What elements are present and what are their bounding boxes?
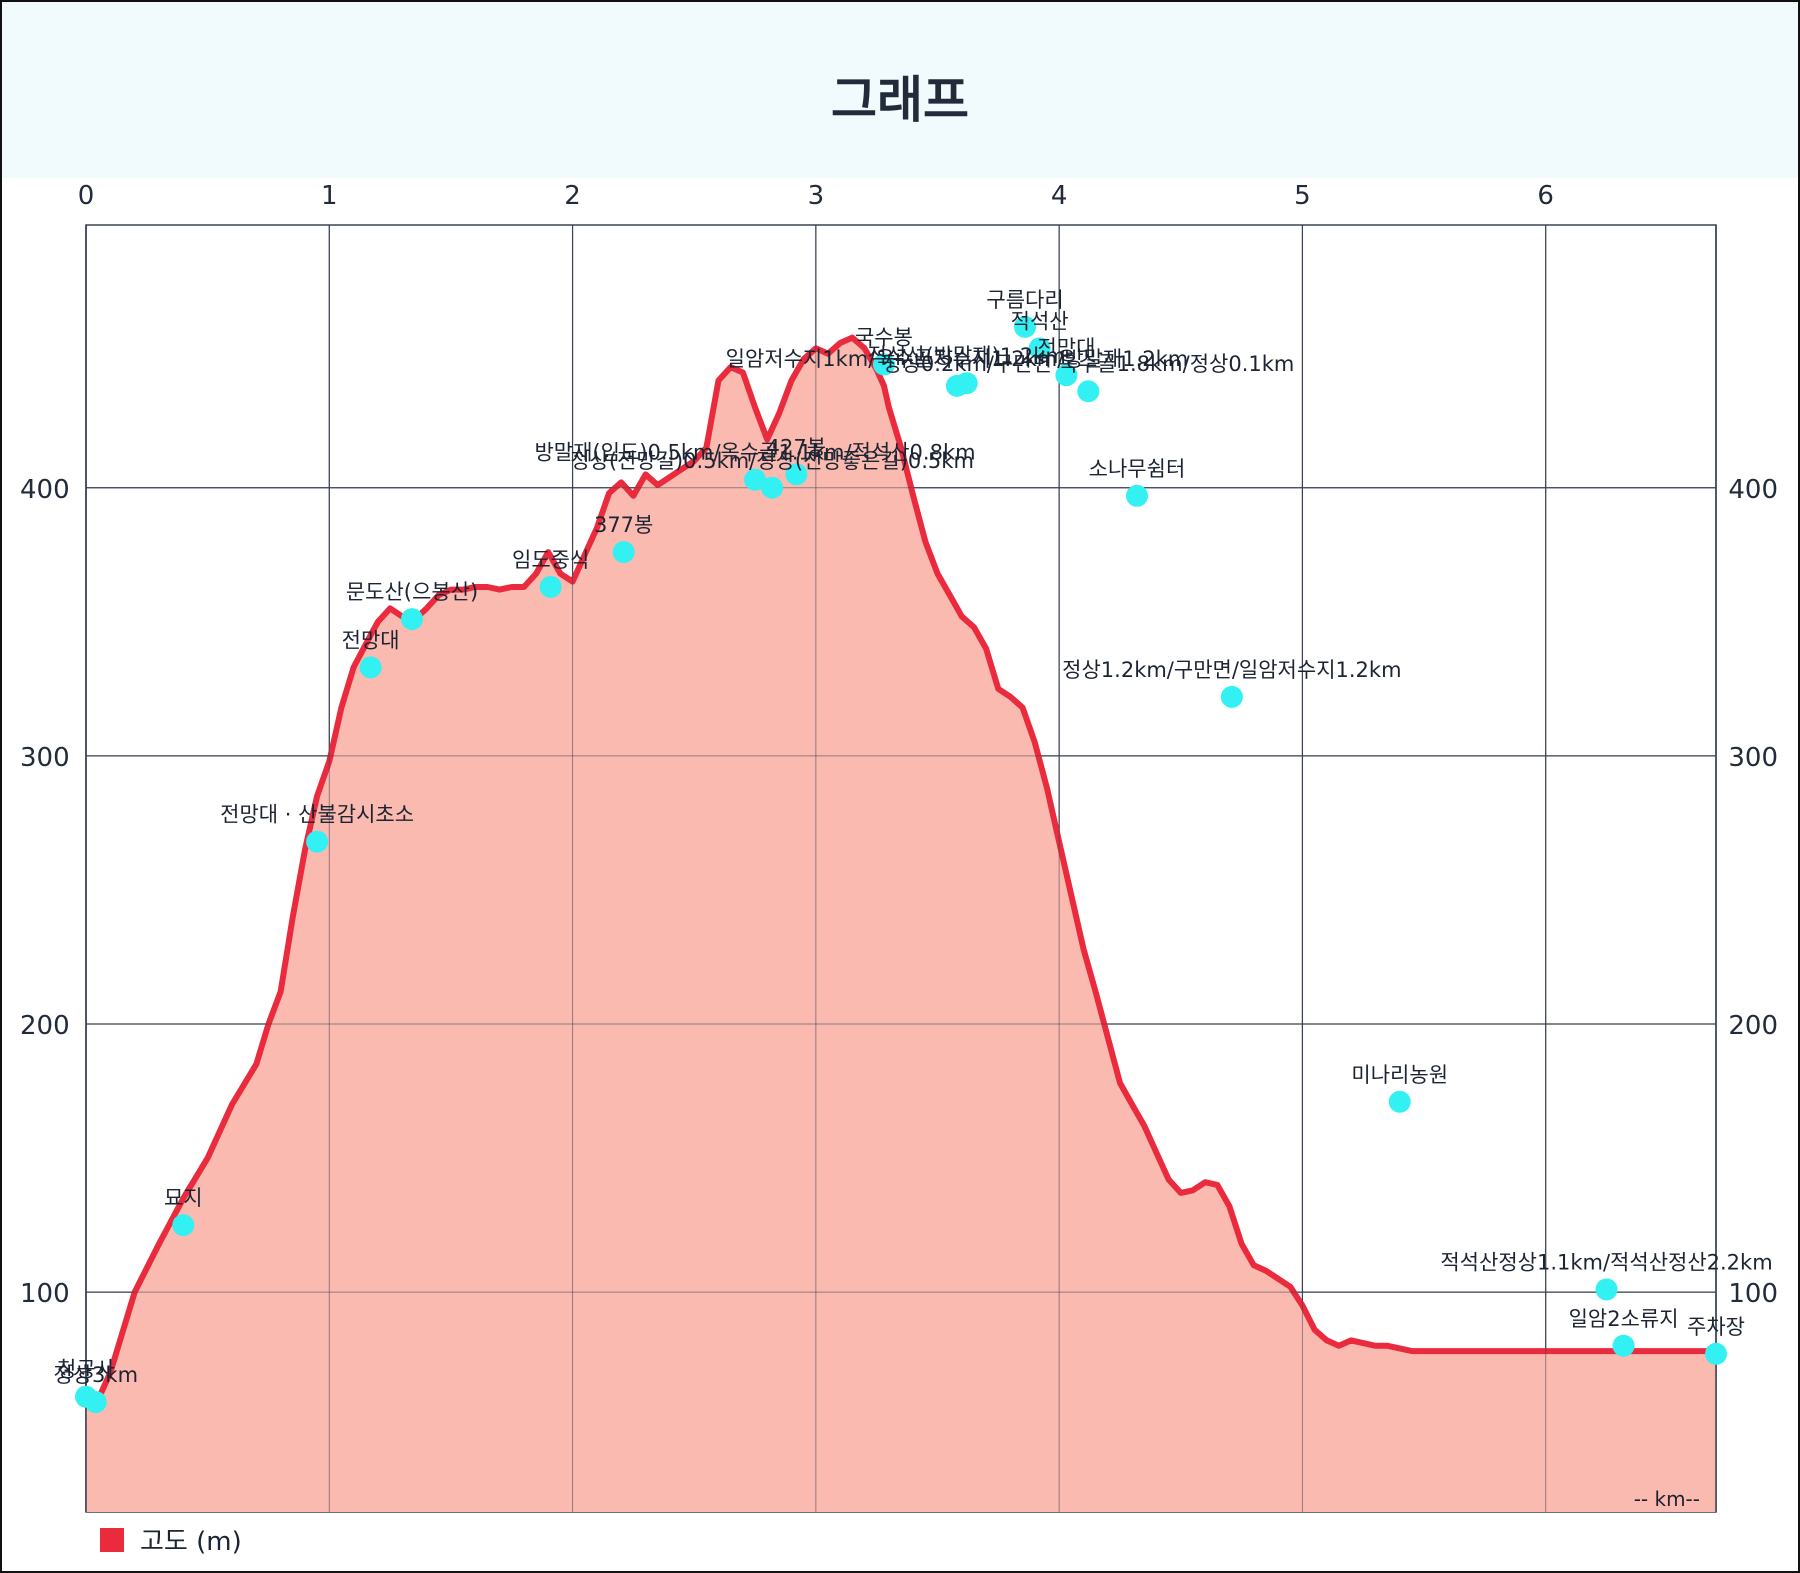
y-tick-label-right: 100 (1728, 1279, 1778, 1309)
waypoint-label: 일암저수지1km/옥수골저수지1.2km/방말재1.2km (726, 347, 1189, 371)
x-tick-label: 2 (564, 181, 581, 211)
waypoint-label: 청공사 (57, 1358, 115, 1382)
waypoint-label: 적석산정상1.1km/적석산정산2.2km (1440, 1250, 1772, 1274)
waypoint-label: 정상0.2km/구만면 옥수골1.8km/정상0.1km (882, 352, 1294, 376)
waypoint-label: 문도산(으봉산) (346, 580, 478, 604)
waypoint-label: 일암2소류지 (1569, 1307, 1679, 1331)
waypoint-label: 정상1.2km/구만면/일암저수지1.2km (1062, 658, 1401, 682)
waypoint-marker[interactable] (1612, 1334, 1635, 1357)
y-tick-label-left: 200 (20, 1011, 70, 1041)
waypoint-marker[interactable] (1220, 685, 1243, 708)
legend-label: 고도 (m) (140, 1527, 242, 1557)
y-tick-label-right: 200 (1728, 1011, 1778, 1041)
waypoint-label: 적석산(방말재)1.2km (868, 344, 1066, 368)
waypoint-label: 임도중식 (512, 548, 589, 572)
waypoint-marker[interactable] (612, 541, 635, 564)
legend: 고도 (m) (100, 1521, 242, 1558)
waypoint-marker[interactable] (872, 353, 895, 376)
waypoint-marker[interactable] (359, 656, 382, 679)
waypoint-label: 방말재(임도)0.5km/옥수골1.1km/적석산0.8km (534, 441, 975, 465)
waypoint-marker[interactable] (785, 463, 808, 486)
waypoint-marker[interactable] (1595, 1278, 1618, 1301)
x-tick-label: 3 (808, 181, 825, 211)
waypoint-marker[interactable] (955, 372, 978, 395)
y-tick-label-left: 100 (20, 1279, 70, 1309)
waypoint-label: 전망대 (1037, 336, 1095, 360)
waypoint-label: 427봉 (767, 435, 826, 459)
x-tick-label: 5 (1294, 181, 1311, 211)
waypoint-label: 377봉 (594, 513, 653, 537)
waypoint-label: 적석산 (1011, 309, 1069, 333)
x-axis-unit-label: -- km-- (1634, 1487, 1700, 1511)
waypoint-label: 구름다리 (986, 288, 1063, 312)
x-tick-label: 6 (1537, 181, 1554, 211)
waypoint-label: 정상(전망길)0.5km/정상(전망좋은길)0.5km (570, 449, 974, 473)
waypoint-markers (75, 315, 1727, 1414)
chart-title: 그래프 (831, 71, 969, 129)
waypoint-marker[interactable] (1077, 380, 1100, 403)
waypoint-marker[interactable] (172, 1214, 195, 1237)
waypoint-marker[interactable] (1388, 1090, 1411, 1113)
title-band (2, 2, 1798, 178)
waypoint-label: 소나무쉼터 (1089, 457, 1186, 481)
waypoint-marker[interactable] (306, 830, 329, 853)
x-tick-label: 4 (1051, 181, 1068, 211)
waypoint-marker[interactable] (1055, 364, 1078, 387)
waypoint-label: 전망대 · 산불감시초소 (220, 803, 414, 827)
waypoint-label: 전망대 (342, 628, 400, 652)
waypoint-marker[interactable] (744, 468, 767, 491)
y-tick-label-left: 300 (20, 743, 70, 773)
waypoint-label: 국수봉 (855, 325, 913, 349)
legend-swatch (100, 1527, 124, 1552)
waypoint-marker[interactable] (1705, 1342, 1727, 1365)
y-tick-label-right: 300 (1728, 743, 1778, 773)
waypoint-marker[interactable] (539, 575, 562, 598)
y-tick-label-right: 400 (1728, 475, 1778, 505)
waypoint-label: 정상3km (53, 1363, 138, 1387)
waypoint-marker[interactable] (1028, 337, 1051, 360)
waypoint-marker[interactable] (84, 1391, 107, 1414)
waypoint-label: 묘지 (164, 1186, 203, 1210)
x-tick-label: 1 (321, 181, 338, 211)
y-tick-label-left: 400 (20, 475, 70, 505)
tick-labels: 0 1 2 3 4 5 6 100 100 200 200 300 300 400 400 (20, 181, 1778, 1309)
waypoint-marker[interactable] (1125, 484, 1148, 507)
waypoint-marker[interactable] (1014, 315, 1037, 338)
waypoint-marker[interactable] (401, 608, 423, 631)
elevation-fill (86, 337, 1716, 1513)
waypoint-label: 미나리농원 (1351, 1063, 1448, 1087)
elevation-area (83, 225, 1719, 1513)
x-tick-label: 0 (78, 181, 95, 211)
waypoint-marker[interactable] (761, 476, 784, 499)
waypoint-label: 주차장 (1687, 1315, 1745, 1339)
